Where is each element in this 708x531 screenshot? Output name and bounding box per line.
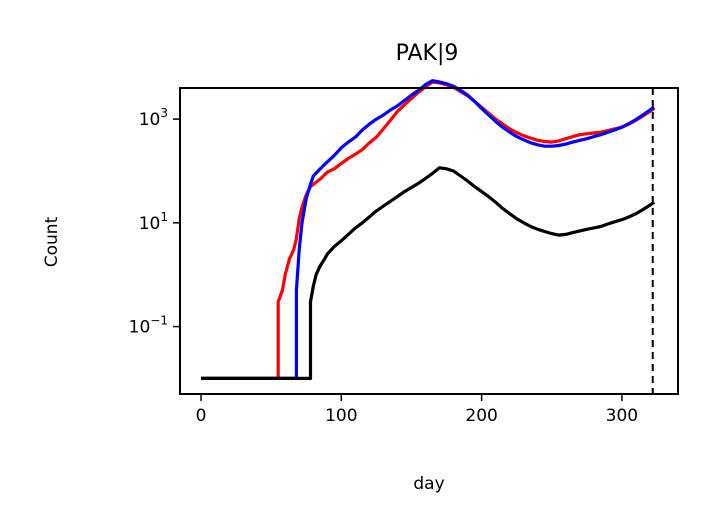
y-axis-label: Count <box>42 216 62 267</box>
series-line-2 <box>201 79 656 380</box>
x-tick-label: 100 <box>325 406 357 426</box>
y-tick-label: 10−1 <box>129 314 168 338</box>
x-tick-label: 0 <box>196 406 207 426</box>
y-tick-label: 103 <box>139 106 168 130</box>
plot-area: 0 100 200 300 103 101 10−1 <box>129 79 656 426</box>
x-tick-label: 300 <box>606 406 638 426</box>
plot-frame <box>179 87 679 395</box>
y-tick-label: 101 <box>139 210 168 234</box>
chart-title: PAK|9 <box>396 41 459 66</box>
x-axis-label: day <box>413 474 444 494</box>
x-tick-label: 200 <box>465 406 497 426</box>
series-line-3 <box>201 166 656 380</box>
